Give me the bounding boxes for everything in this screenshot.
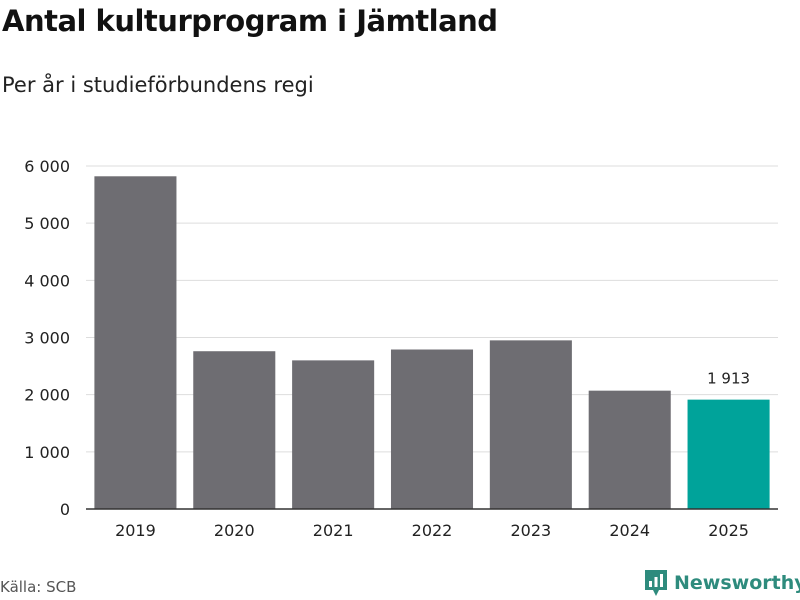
bar-2023 — [489, 340, 572, 509]
chart-title: Antal kulturprogram i Jämtland — [2, 4, 498, 38]
brand-name: Newsworthy — [674, 572, 800, 594]
x-tick-label-2022: 2022 — [412, 521, 453, 540]
y-tick-label: 4 000 — [24, 271, 70, 290]
y-tick-label: 5 000 — [24, 214, 70, 233]
y-axis-ticks: 0 1 000 2 000 3 000 4 000 5 000 6 000 — [24, 157, 70, 519]
y-tick-label: 0 — [60, 500, 70, 519]
x-tick-label-2019: 2019 — [115, 521, 156, 540]
brand-logo: Newsworthy — [644, 568, 800, 598]
bar-2021 — [292, 360, 375, 509]
y-tick-label: 1 000 — [24, 443, 70, 462]
bar-2025 — [687, 399, 770, 509]
bar-2024 — [588, 390, 671, 509]
bar-2019 — [94, 176, 177, 510]
newsworthy-logo-icon — [645, 570, 667, 596]
bar-2020 — [193, 351, 276, 509]
x-tick-label-2024: 2024 — [609, 521, 650, 540]
chart-subtitle: Per år i studieförbundens regi — [2, 73, 314, 97]
source-note: Källa: SCB — [0, 578, 77, 596]
y-tick-label: 3 000 — [24, 329, 70, 348]
x-tick-label-2023: 2023 — [510, 521, 551, 540]
x-tick-label-2021: 2021 — [313, 521, 354, 540]
x-tick-label-2020: 2020 — [214, 521, 255, 540]
bar-chart: 0 1 000 2 000 3 000 4 000 5 000 6 000 2019 2020… — [24, 157, 778, 540]
x-tick-label-2025: 2025 — [708, 521, 749, 540]
bars — [94, 176, 770, 510]
y-tick-label: 6 000 — [24, 157, 70, 176]
bar-2022 — [390, 349, 474, 509]
y-tick-label: 2 000 — [24, 386, 70, 405]
data-labels: 1 913 — [707, 370, 750, 388]
data-label-2025: 1 913 — [707, 370, 750, 388]
x-axis-labels: 2019 2020 2021 2022 2023 2024 2025 — [115, 521, 749, 540]
